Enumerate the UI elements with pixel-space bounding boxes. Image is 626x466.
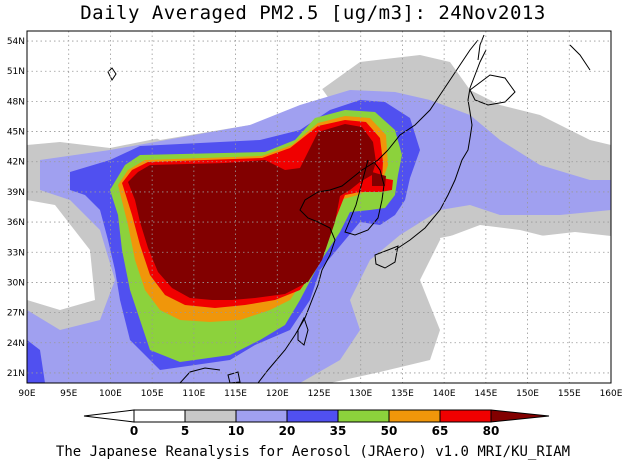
lat-tick-label: 54N (7, 37, 25, 47)
band-white-holes (27, 58, 611, 383)
map-title: Daily Averaged PM2.5 [ug/m3]: 24Nov2013 (80, 2, 546, 24)
colorbar-box (286, 409, 339, 423)
lat-tick-label: 36N (7, 218, 25, 228)
indochina-coast-line (179, 367, 221, 383)
hokkaido-line (469, 74, 516, 106)
plot-frame (26, 30, 612, 384)
concentration-field (27, 31, 611, 383)
colorbar-box (439, 409, 492, 423)
sakhalin-line (477, 34, 485, 61)
colorbar-right-arrow (490, 409, 550, 423)
lat-tick-label: 45N (7, 128, 25, 138)
band-maroon (128, 124, 386, 300)
colorbar-left-arrow (83, 409, 135, 423)
lon-tick-label: 155E (558, 389, 581, 399)
lon-tick-label: 145E (474, 389, 497, 399)
colorbar-box (235, 409, 288, 423)
lon-tick-label: 140E (433, 389, 456, 399)
lon-tick-label: 130E (349, 389, 372, 399)
latitude-labels: 54N 51N 48N 45N 42N 39N 36N 33N 30N 27N 24N 21N (7, 37, 25, 379)
colorbar-label: 20 (279, 424, 296, 438)
lat-tick-label: 30N (7, 278, 25, 288)
lon-tick-label: 95E (60, 389, 77, 399)
grid-lines (27, 31, 611, 383)
japan-coast-line (394, 49, 487, 251)
colorbar-box (133, 409, 186, 423)
lon-tick-label: 160E (600, 389, 623, 399)
lat-tick-label: 21N (7, 369, 25, 379)
lon-tick-label: 110E (182, 389, 205, 399)
lat-tick-label: 39N (7, 188, 25, 198)
lon-tick-label: 120E (266, 389, 289, 399)
footer-credit: The Japanese Reanalysis for Aerosol (JRA… (55, 444, 571, 460)
lat-tick-label: 33N (7, 248, 25, 258)
longitude-labels: 90E 95E 100E 105E 110E 115E 120E 125E 130E 135E 14… (18, 389, 622, 399)
colorbar-label: 65 (432, 424, 449, 438)
lat-tick-label: 42N (7, 158, 25, 168)
lat-tick-label: 51N (7, 67, 25, 77)
japan-kyushu-line (374, 245, 399, 269)
korea-coast-line (344, 159, 385, 236)
lon-tick-label: 135E (391, 389, 414, 399)
colorbar-box (388, 409, 441, 423)
colorbar: 0 5 10 20 35 50 65 80 (83, 409, 550, 438)
colorbar-label: 35 (330, 424, 347, 438)
colorbar-label: 80 (483, 424, 500, 438)
colorbar-labels: 0 5 10 20 35 50 65 80 (130, 424, 500, 438)
lat-tick-label: 48N (7, 97, 25, 107)
lon-tick-label: 150E (516, 389, 539, 399)
colorbar-label: 50 (381, 424, 398, 438)
colorbar-box (184, 409, 237, 423)
lon-tick-label: 100E (99, 389, 122, 399)
colorbar-box (337, 409, 390, 423)
colorbar-label: 5 (181, 424, 189, 438)
taiwan-line (297, 316, 309, 346)
lon-tick-label: 125E (308, 389, 331, 399)
colorbar-label: 0 (130, 424, 138, 438)
lon-tick-label: 90E (18, 389, 35, 399)
lon-tick-label: 105E (141, 389, 164, 399)
kamchatka-line (569, 44, 591, 71)
lon-tick-label: 115E (224, 389, 247, 399)
colorbar-label: 10 (228, 424, 245, 438)
lat-tick-label: 27N (7, 309, 25, 319)
lat-tick-label: 24N (7, 339, 25, 349)
colorbar-boxes (83, 409, 550, 423)
